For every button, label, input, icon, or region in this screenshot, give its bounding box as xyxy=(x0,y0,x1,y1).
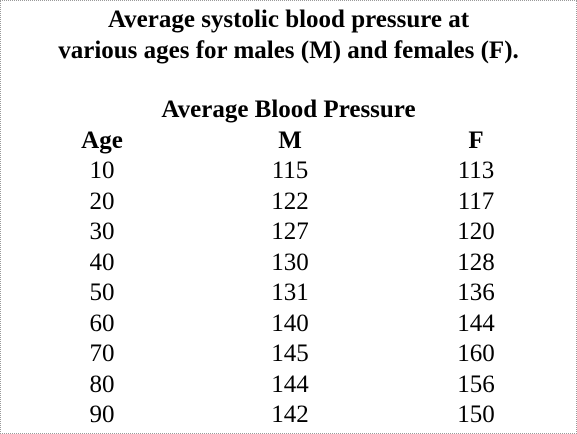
female-bp-cell: 144 xyxy=(457,309,495,337)
table-body: 10 115 113 20 122 117 30 127 120 40 130 … xyxy=(0,156,577,431)
table-row: 80 144 156 xyxy=(0,370,577,401)
male-bp-cell: 144 xyxy=(271,370,309,398)
age-cell: 50 xyxy=(89,279,115,306)
table-row: 40 130 128 xyxy=(0,248,577,279)
column-header-f: F xyxy=(468,127,484,154)
male-bp-cell: 130 xyxy=(271,248,309,276)
male-bp-cell: 142 xyxy=(271,401,309,428)
male-bp-cell: 115 xyxy=(271,157,309,184)
male-bp-cell: 145 xyxy=(271,340,309,367)
column-header-age: Age xyxy=(81,127,123,154)
age-cell: 40 xyxy=(89,248,115,276)
age-cell: 80 xyxy=(89,370,115,398)
table-caption: Average Blood Pressure xyxy=(161,96,416,123)
table-row: 60 140 144 xyxy=(0,309,577,340)
age-cell: 70 xyxy=(89,340,115,367)
male-bp-cell: 131 xyxy=(271,279,309,306)
age-cell: 60 xyxy=(89,309,115,337)
title-line-2: various ages for males (M) and females (… xyxy=(58,37,519,64)
column-header-m: M xyxy=(278,127,302,154)
table-row: 90 142 150 xyxy=(0,400,577,431)
age-cell: 90 xyxy=(89,401,115,428)
female-bp-cell: 150 xyxy=(457,401,495,428)
male-bp-cell: 122 xyxy=(271,187,309,215)
table-row: 70 145 160 xyxy=(0,339,577,370)
age-cell: 20 xyxy=(89,187,115,215)
age-cell: 30 xyxy=(89,218,115,245)
female-bp-cell: 117 xyxy=(457,187,495,215)
female-bp-cell: 113 xyxy=(457,157,495,184)
age-cell: 10 xyxy=(89,157,115,184)
female-bp-cell: 120 xyxy=(457,218,495,245)
female-bp-cell: 160 xyxy=(457,340,495,367)
table-row: 10 115 113 xyxy=(0,156,577,187)
table-row: 20 122 117 xyxy=(0,187,577,218)
table-row: 50 131 136 xyxy=(0,278,577,309)
male-bp-cell: 140 xyxy=(271,309,309,337)
table-row: 30 127 120 xyxy=(0,217,577,248)
female-bp-cell: 128 xyxy=(457,248,495,276)
male-bp-cell: 127 xyxy=(271,218,309,245)
female-bp-cell: 136 xyxy=(457,279,495,306)
title-line-1: Average systolic blood pressure at xyxy=(107,6,470,33)
female-bp-cell: 156 xyxy=(457,370,495,398)
